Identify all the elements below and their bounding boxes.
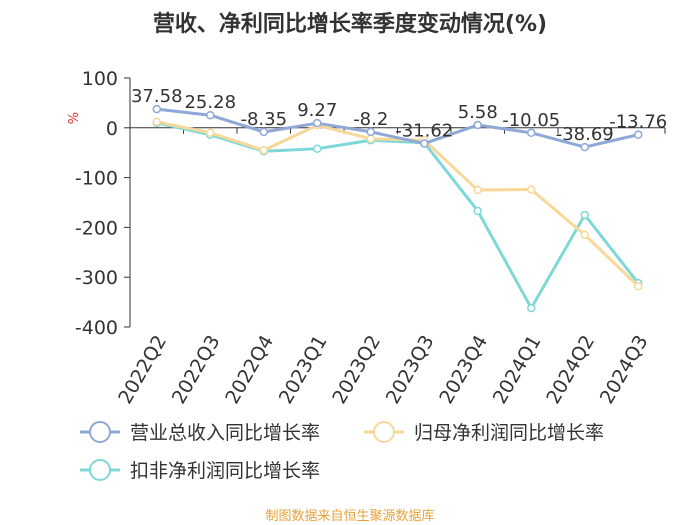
data-label: -8.35 (240, 109, 287, 130)
legend-swatch-marker (89, 459, 111, 481)
y-tick-label: -200 (75, 217, 118, 239)
series-line-deducted_net (156, 121, 640, 310)
series-line-parent_net (156, 120, 640, 288)
data-point-revenue (313, 118, 322, 128)
data-label: -10.05 (502, 110, 560, 131)
data-point-revenue (152, 104, 161, 114)
legend-label: 扣非净利润同比增长率 (130, 460, 320, 482)
data-label: 25.28 (184, 92, 236, 113)
data-label-layer: 37.58 25.28-8.35 9.27 -8.2-31.625.58 -10.05-… (131, 86, 667, 145)
data-point-revenue (206, 110, 215, 120)
data-point-parent_net (580, 230, 589, 240)
data-point-parent_net (473, 185, 482, 195)
y-tick-label: -300 (75, 267, 118, 289)
data-point-revenue (366, 127, 375, 137)
data-label: -38.69 (556, 124, 614, 145)
x-tick-label: 2024Q2 (542, 332, 599, 408)
data-label: -8.2 (353, 109, 388, 130)
data-point-revenue (527, 128, 536, 138)
y-tick-label: 100 (82, 68, 118, 90)
data-point-parent_net (206, 128, 215, 138)
legend-swatch-marker (89, 421, 111, 443)
legend-swatch-marker (373, 421, 395, 443)
legend-label: 归母净利润同比增长率 (414, 422, 604, 444)
data-label: 37.58 (131, 86, 183, 107)
x-tick-label: 2024Q3 (596, 332, 653, 408)
x-tick-label: 2024Q1 (489, 332, 546, 408)
x-tick-label: 2022Q4 (221, 332, 278, 408)
x-tick-label: 2023Q3 (382, 332, 439, 408)
data-point-deducted_net (580, 210, 589, 220)
data-point-revenue (634, 130, 643, 139)
source-footer: 制图数据来自恒生聚源数据库 (265, 509, 435, 524)
data-point-revenue (420, 139, 429, 148)
data-point-parent_net (259, 145, 268, 155)
data-point-deducted_net (473, 206, 482, 216)
data-point-parent_net (152, 117, 161, 127)
x-tick-label: 2023Q2 (328, 332, 385, 408)
chart-title: 营收、净利同比增长率季度变动情况(%) (152, 12, 548, 37)
legend-label: 营业总收入同比增长率 (130, 422, 320, 444)
data-label: -31.62 (395, 121, 453, 142)
y-tick-label: -400 (75, 317, 118, 339)
data-label: 5.58 (458, 102, 498, 123)
data-point-revenue (259, 127, 268, 137)
data-label: -13.76 (609, 112, 667, 133)
series-layer (152, 104, 643, 313)
x-tick-label: 2023Q4 (435, 332, 492, 408)
x-tick-label: 2022Q2 (114, 332, 171, 408)
data-point-parent_net (527, 185, 536, 194)
y-tick-label: -100 (75, 168, 118, 190)
x-tick-label: 2023Q1 (275, 332, 332, 408)
data-point-revenue (580, 142, 589, 152)
data-point-parent_net (366, 134, 375, 144)
series-line-revenue (156, 107, 639, 149)
y-tick-label: 0 (106, 118, 118, 140)
x-tick-label: 2022Q3 (168, 332, 225, 408)
data-point-revenue (473, 120, 482, 130)
data-point-parent_net (634, 281, 643, 291)
data-point-deducted_net (313, 144, 322, 153)
data-point-deducted_net (527, 303, 536, 313)
data-label: 9.27 (297, 100, 337, 121)
y-unit-label: % (67, 112, 82, 124)
